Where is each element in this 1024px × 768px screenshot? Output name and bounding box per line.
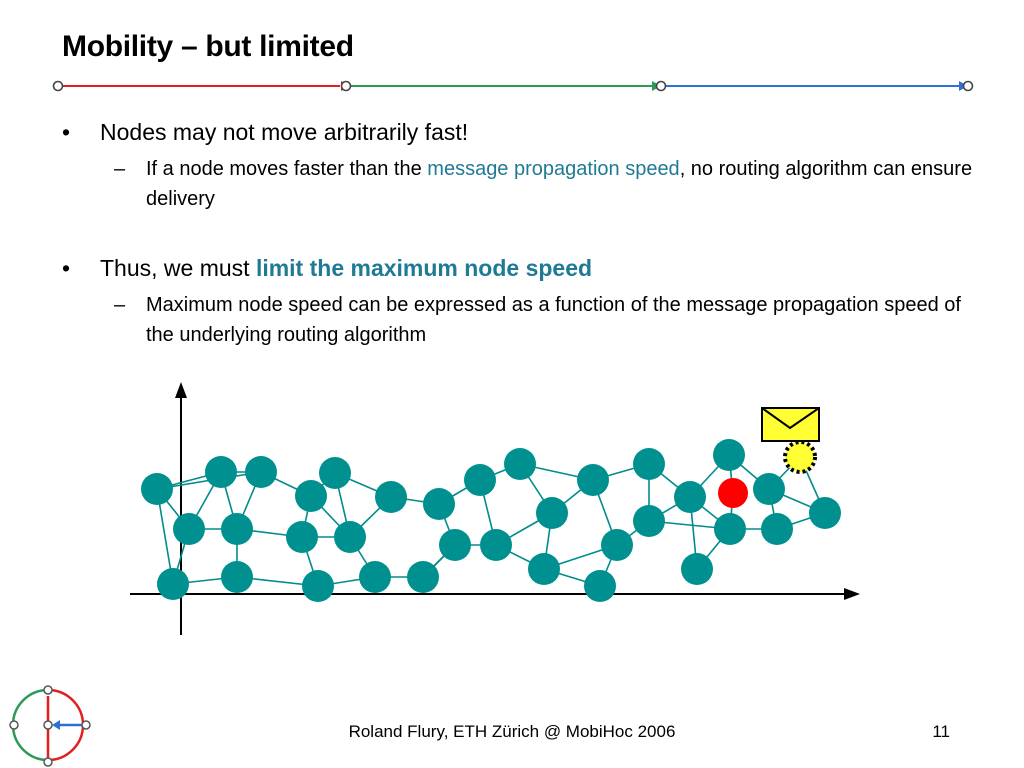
network-node [528, 553, 560, 585]
network-node [173, 513, 205, 545]
bullet-1: • Nodes may not move arbitrarily fast! [62, 118, 982, 146]
network-node [334, 521, 366, 553]
header-node [52, 80, 64, 92]
network-node [753, 473, 785, 505]
network-node [423, 488, 455, 520]
bullet-2-highlight: limit the maximum node speed [255, 255, 593, 281]
network-node [577, 464, 609, 496]
bullet-marker: • [62, 255, 71, 281]
network-node [714, 513, 746, 545]
bullet-2-sub: – Maximum node speed can be expressed as… [62, 290, 982, 350]
footer-text: Roland Flury, ETH Zürich @ MobiHoc 2006 [348, 722, 676, 741]
network-node [375, 481, 407, 513]
axes [130, 382, 860, 635]
sub-bullet-marker: – [114, 294, 126, 316]
bullet-marker: • [62, 119, 71, 145]
arrow-head-icon [844, 588, 860, 600]
page-number: 11 [932, 722, 950, 741]
network-node [407, 561, 439, 593]
bullet-1-sub-post: , no routing algorithm can ensure delive… [146, 158, 973, 210]
bullet-2-sub-text: Maximum node speed can be expressed as a… [146, 294, 961, 346]
bullet-2: • Thus, we must limit the maximum node s… [62, 254, 982, 282]
network-node [761, 513, 793, 545]
bullet-1-sub-highlight: message propagation speed [427, 158, 680, 180]
network-node [504, 448, 536, 480]
network-node [674, 481, 706, 513]
network-node [286, 521, 318, 553]
bullet-2-pre: Thus, we must [100, 255, 256, 281]
bullet-1-sub: – If a node moves faster than the messag… [62, 154, 982, 214]
envelope-icon [761, 407, 820, 442]
message-node [783, 440, 817, 474]
network-node [302, 570, 334, 602]
network-node [319, 457, 351, 489]
network-node [221, 561, 253, 593]
network-node [295, 480, 327, 512]
network-node [439, 529, 471, 561]
network-node [464, 464, 496, 496]
edge [156, 488, 174, 585]
network-node [584, 570, 616, 602]
header-node [962, 80, 974, 92]
network-node [221, 513, 253, 545]
network-node [601, 529, 633, 561]
network-node [245, 456, 277, 488]
network-node [157, 568, 189, 600]
network-node [536, 497, 568, 529]
network-node [681, 553, 713, 585]
network-node [633, 505, 665, 537]
moving-node [718, 478, 748, 508]
network-node [480, 529, 512, 561]
nodes [141, 439, 841, 602]
bullet-1-text: Nodes may not move arbitrarily fast! [100, 119, 469, 145]
network-node [809, 497, 841, 529]
network-node [633, 448, 665, 480]
bullet-list: • Nodes may not move arbitrarily fast! –… [62, 118, 982, 350]
slide-title: Mobility – but limited [62, 30, 354, 63]
network-node [359, 561, 391, 593]
header-node [340, 80, 352, 92]
header-divider [52, 80, 974, 92]
arrow-head-icon [175, 382, 187, 398]
header-node [655, 80, 667, 92]
logo-icon [9, 685, 91, 767]
network-node [713, 439, 745, 471]
bullet-1-sub-pre: If a node moves faster than the [146, 158, 428, 180]
network-node [205, 456, 237, 488]
network-node [141, 473, 173, 505]
sub-bullet-marker: – [114, 158, 126, 180]
